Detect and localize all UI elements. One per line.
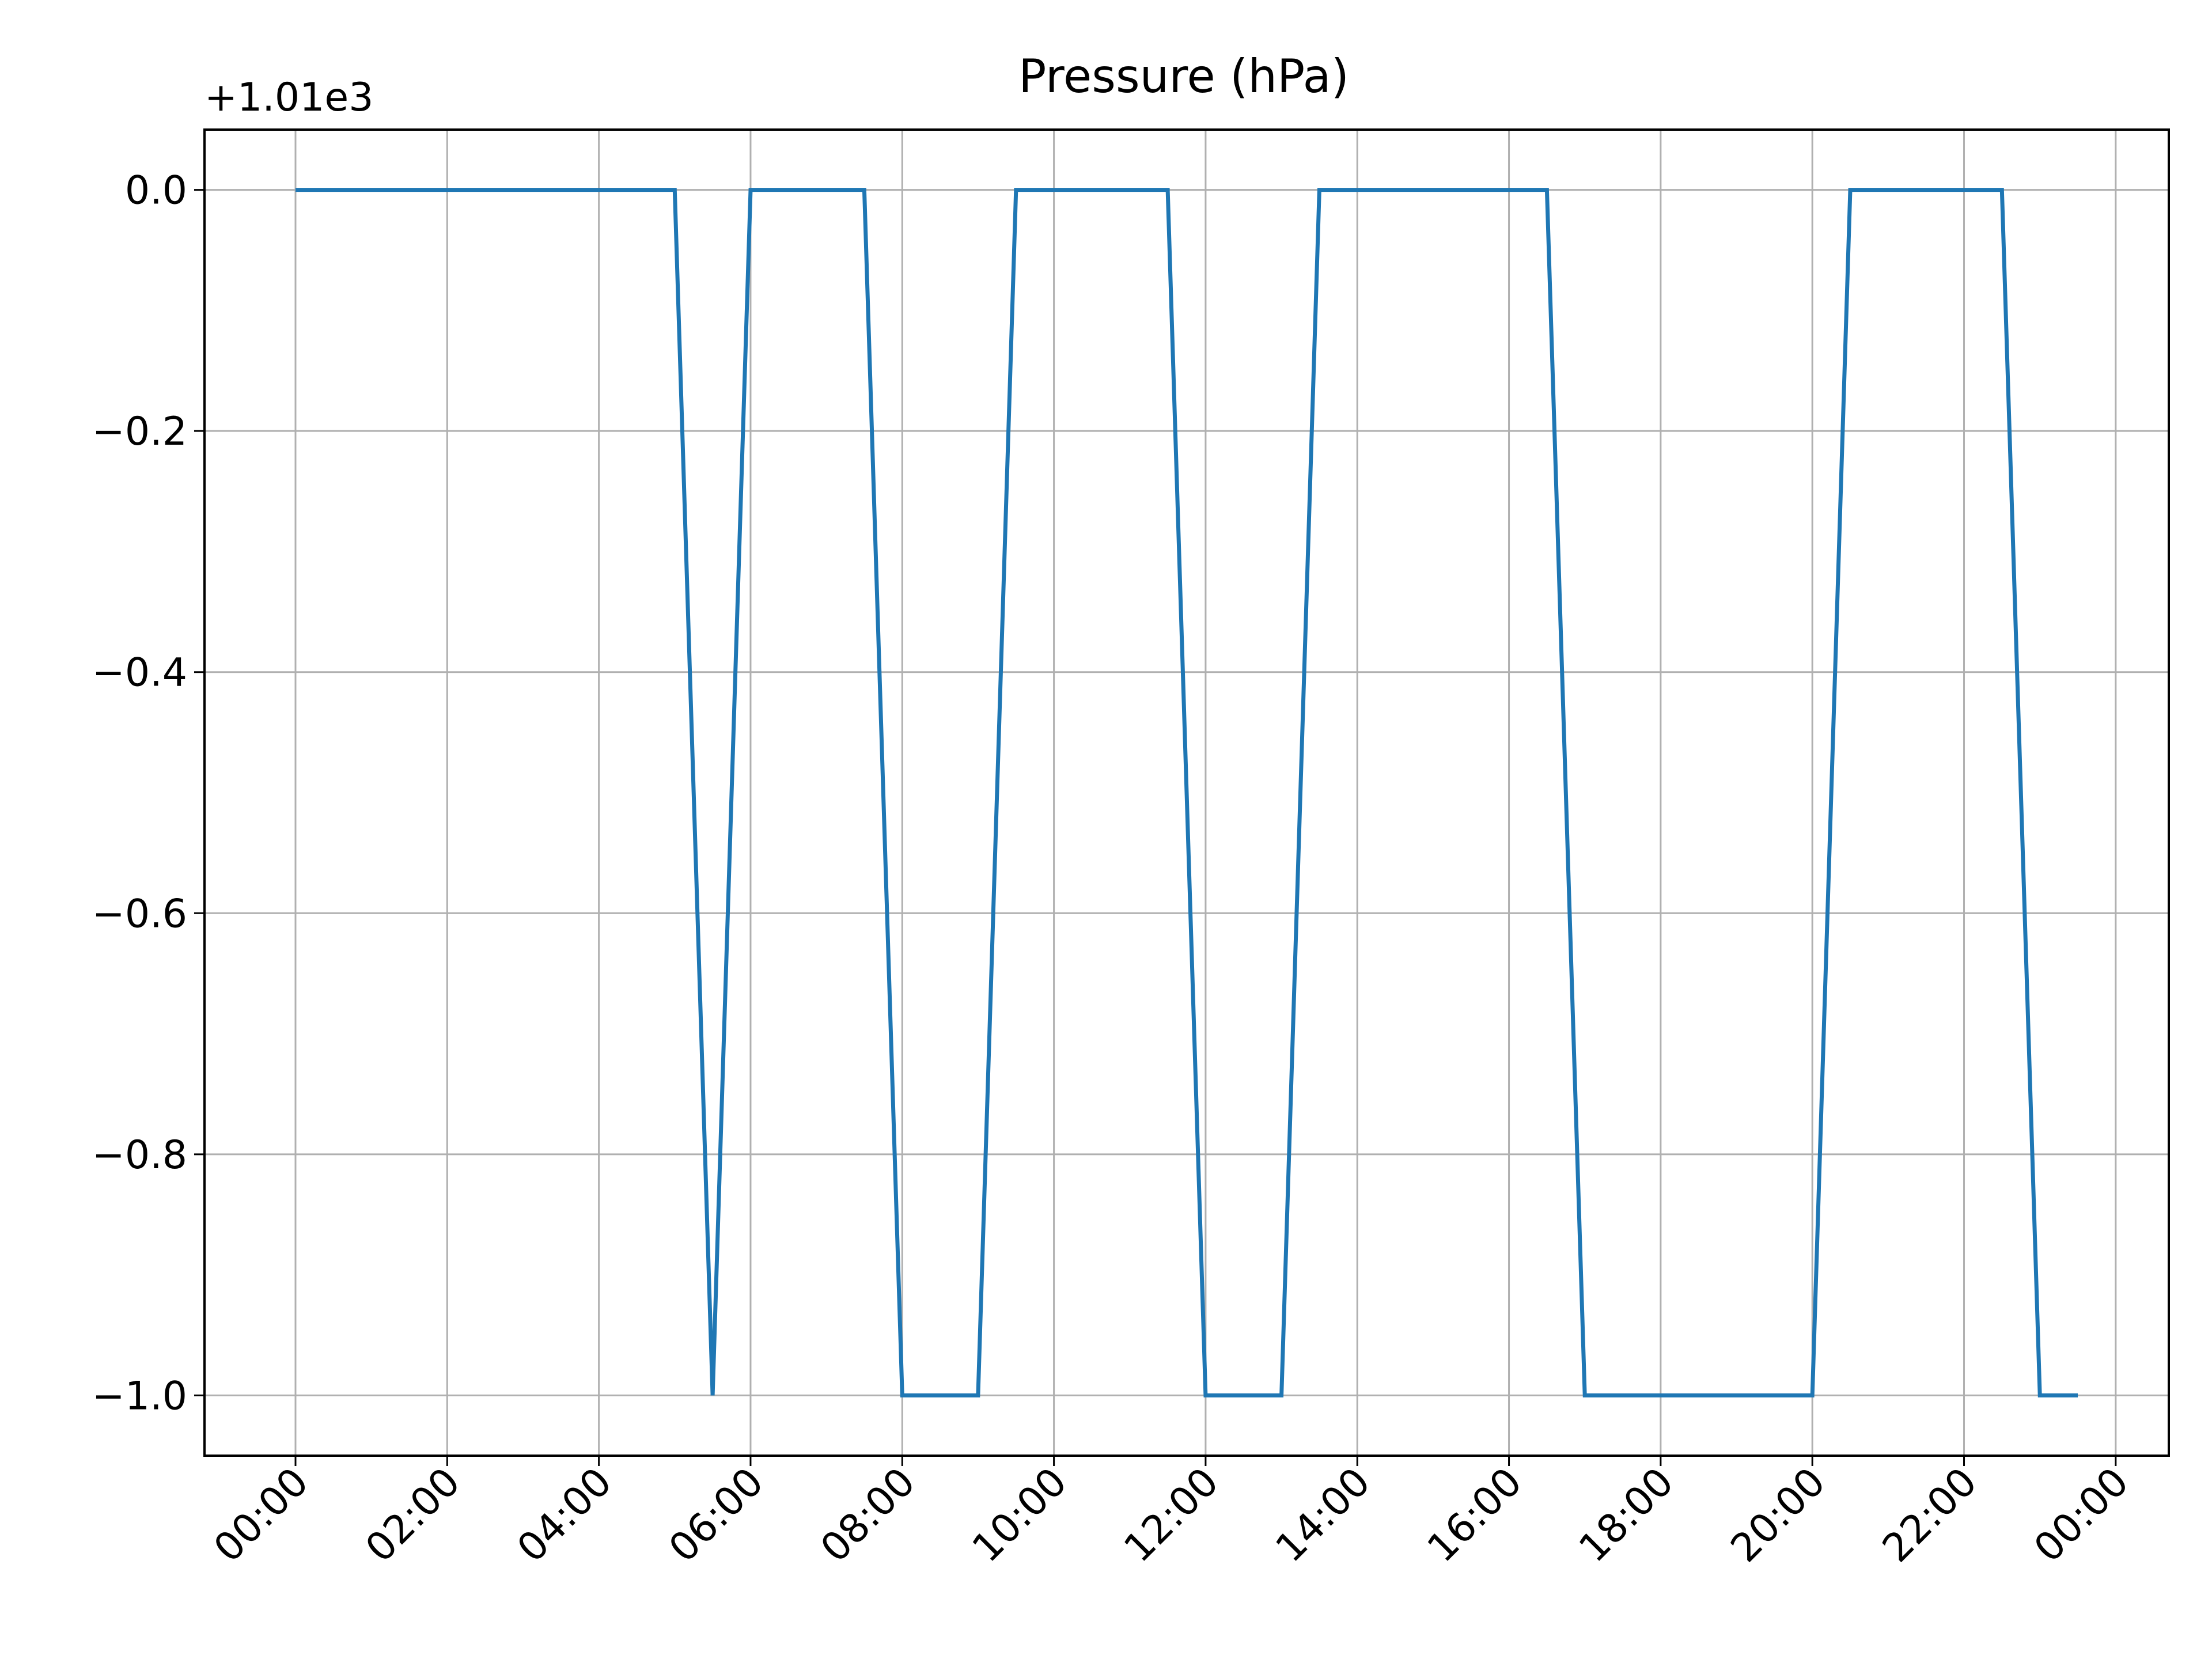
y-tick-label: −0.8	[92, 1132, 187, 1178]
y-offset-label: +1.01e3	[204, 75, 373, 120]
y-tick-label: −1.0	[92, 1373, 187, 1419]
y-tick-label: −0.4	[92, 650, 187, 696]
series-line-0	[296, 188, 2078, 1397]
series-layer	[296, 188, 2078, 1397]
plot-frame	[203, 128, 2170, 1457]
y-tick-label: −0.6	[92, 891, 187, 937]
chart-title: Pressure (hPa)	[1018, 50, 1349, 103]
y-tick-label: −0.2	[92, 409, 187, 454]
y-tick-label: 0.0	[125, 168, 187, 214]
grid	[204, 130, 2169, 1456]
